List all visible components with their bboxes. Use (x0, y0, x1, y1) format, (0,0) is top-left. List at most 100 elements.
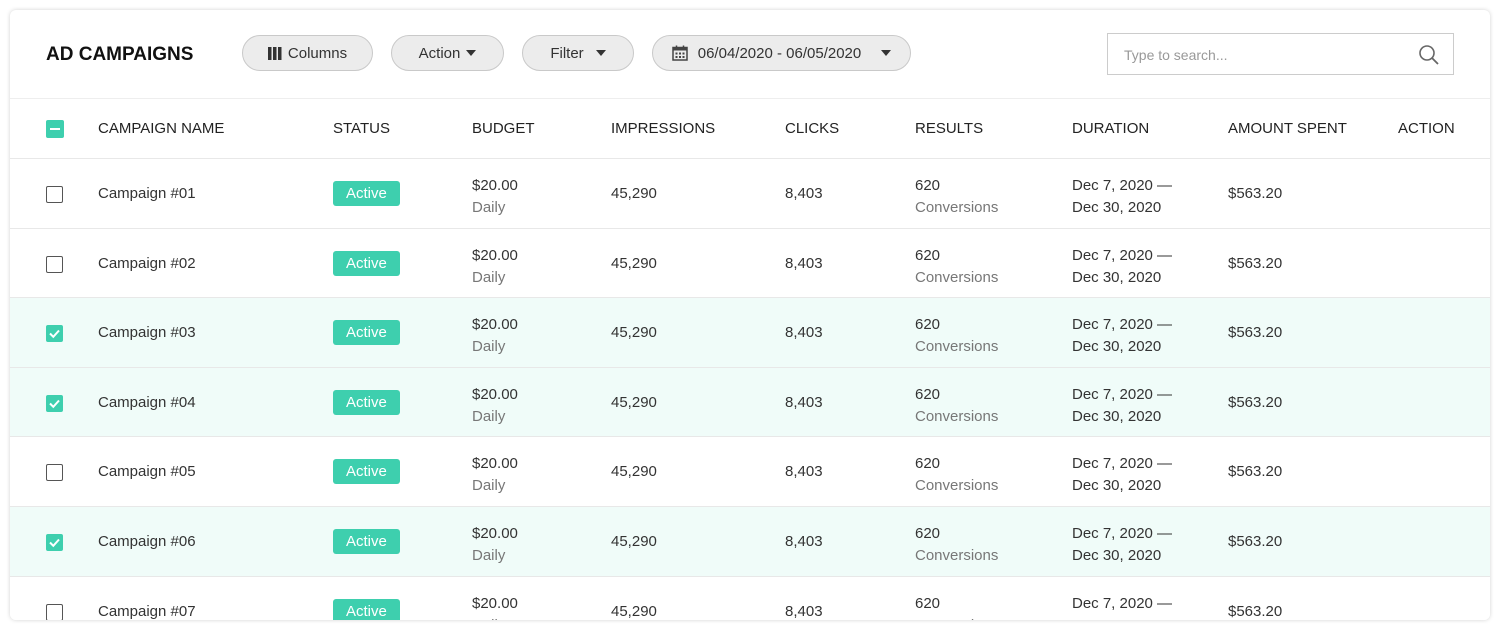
budget-value: $20.00 (472, 316, 518, 334)
status-badge: Active (333, 389, 400, 415)
results-detail: Conversions (915, 615, 998, 620)
row-checkbox[interactable] (46, 325, 63, 343)
column-header[interactable]: AMOUNT SPENT (1228, 120, 1355, 137)
search-placeholder: Type to search... (1124, 47, 1228, 63)
duration: Dec 7, 2020 — Dec 30, 2020 (1072, 314, 1172, 358)
columns-icon (267, 46, 282, 60)
button-label: Action (418, 44, 461, 62)
budget-value: $20.00 (472, 455, 518, 473)
column-header[interactable]: CAMPAIGN NAME (98, 120, 232, 137)
clicks: 8,403 (785, 254, 823, 272)
status-badge: Active (333, 250, 400, 276)
column-header[interactable]: IMPRESSIONS (611, 120, 723, 137)
amount-spent: $563.20 (1228, 254, 1283, 272)
column-title: CLICKS (785, 120, 840, 137)
row-checkbox[interactable] (46, 186, 63, 203)
column-header: ACTION (1398, 120, 1455, 137)
column-header[interactable]: CLICKS (785, 120, 847, 137)
status-badge: Active (333, 459, 400, 485)
search-icon (1419, 45, 1439, 65)
duration-value: Dec 7, 2020 — (1072, 525, 1173, 542)
search-box[interactable]: Type to search... (1107, 33, 1454, 75)
column-header[interactable]: RESULTS (915, 120, 991, 137)
impressions: 45,290 (611, 463, 657, 481)
budget: $20.00 Daily (472, 314, 518, 358)
table-row: Campaign #07 Active $20.00 Daily 45,290 8,403… (10, 575, 1490, 620)
duration-detail: Dec 30, 2020 (1072, 268, 1162, 286)
results-detail: Conversions (915, 407, 999, 425)
status-cell: Active (333, 250, 400, 276)
column-header[interactable]: BUDGET (472, 120, 543, 137)
results-detail: Conversions (915, 268, 999, 286)
date-range-button[interactable]: 06/04/2020 - 06/05/2020 (652, 35, 911, 71)
column-title: AMOUNT SPENT (1228, 120, 1347, 137)
amount-spent: $563.20 (1228, 533, 1283, 550)
budget-value: $20.00 (472, 594, 518, 612)
results-value: 620 (915, 525, 941, 542)
row-checkbox[interactable] (46, 394, 63, 412)
results-detail: Conversions (915, 547, 999, 564)
results-detail: Conversions (915, 199, 999, 216)
page-title: AD CAMPAIGNS (46, 44, 194, 65)
campaign-name: Campaign #01 (98, 185, 196, 202)
row-checkbox[interactable] (46, 603, 63, 620)
duration-value: Dec 7, 2020 — (1072, 316, 1173, 334)
amount-spent: $563.20 (1228, 185, 1283, 202)
duration-value: Dec 7, 2020 — (1072, 455, 1173, 473)
column-header[interactable]: STATUS (333, 120, 398, 137)
amount-spent: $563.20 (1228, 393, 1283, 411)
duration-detail: Dec 30, 2020 (1072, 547, 1162, 564)
results-value: 620 (915, 594, 941, 612)
filter-button[interactable]: Filter (522, 35, 634, 71)
budget-value: $20.00 (472, 385, 518, 403)
row-checkbox[interactable] (46, 255, 63, 273)
columns-button[interactable]: Columns (242, 35, 373, 71)
row-checkbox[interactable] (46, 464, 63, 482)
status-badge: Active (333, 529, 400, 554)
campaign-name: Campaign #03 (98, 324, 196, 342)
impressions: 45,290 (611, 254, 657, 272)
select-all-checkbox[interactable] (46, 120, 64, 138)
row-checkbox[interactable] (46, 534, 63, 551)
results: 620 Conversions (915, 175, 998, 219)
table-row: Campaign #01 Active $20.00 Daily 45,290 8,403… (10, 158, 1490, 229)
campaign-name: Campaign #06 (98, 533, 196, 550)
duration-value: Dec 7, 2020 — (1072, 385, 1173, 403)
duration-detail: Dec 30, 2020 (1072, 338, 1162, 356)
check-mark (49, 399, 60, 409)
budget: $20.00 Daily (472, 175, 518, 219)
status-cell: Active (333, 529, 400, 554)
amount-spent: $563.20 (1228, 602, 1283, 620)
status-badge: Active (333, 320, 400, 346)
budget-detail: Daily (472, 477, 506, 495)
button-label: Columns (287, 44, 348, 62)
impressions: 45,290 (611, 533, 657, 550)
budget-detail: Daily (472, 268, 506, 286)
column-header[interactable]: DURATION (1072, 120, 1157, 137)
budget-value: $20.00 (472, 525, 518, 542)
budget-detail: Daily (472, 199, 506, 216)
campaign-name: Campaign #02 (98, 254, 196, 272)
status-badge: Active (333, 181, 400, 206)
duration-value: Dec 7, 2020 — (1072, 246, 1173, 264)
status-cell: Active (333, 598, 400, 620)
duration-value: Dec 7, 2020 — (1072, 177, 1173, 194)
action-button[interactable]: Action (391, 35, 504, 71)
clicks: 8,403 (785, 185, 823, 202)
budget: $20.00 Daily (472, 384, 518, 428)
duration-value: Dec 7, 2020 — (1072, 594, 1173, 612)
caret (466, 50, 477, 56)
impressions: 45,290 (611, 393, 657, 411)
results: 620 Conversions (915, 245, 998, 289)
calendar-icon (672, 45, 688, 61)
budget-detail: Daily (472, 547, 506, 564)
duration-detail: Dec 30, 2020 (1072, 199, 1162, 216)
clicks: 8,403 (785, 533, 823, 550)
budget: $20.00 Daily (472, 453, 518, 497)
clicks: 8,403 (785, 463, 823, 481)
results: 620 Conversions (915, 523, 998, 567)
results-value: 620 (915, 177, 941, 194)
budget-detail: Daily (472, 615, 518, 620)
column-title: RESULTS (915, 120, 984, 137)
column-title: ACTION (1398, 120, 1455, 137)
